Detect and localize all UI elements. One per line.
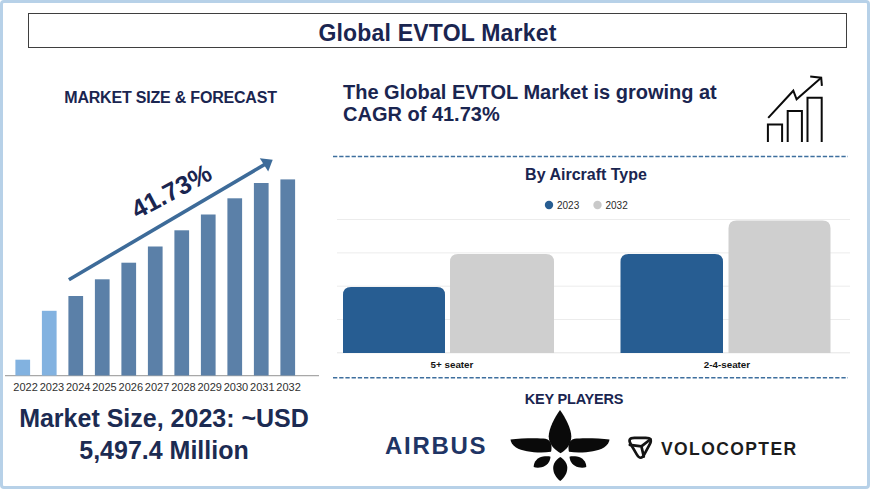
svg-text:41.73%: 41.73% xyxy=(127,158,217,223)
